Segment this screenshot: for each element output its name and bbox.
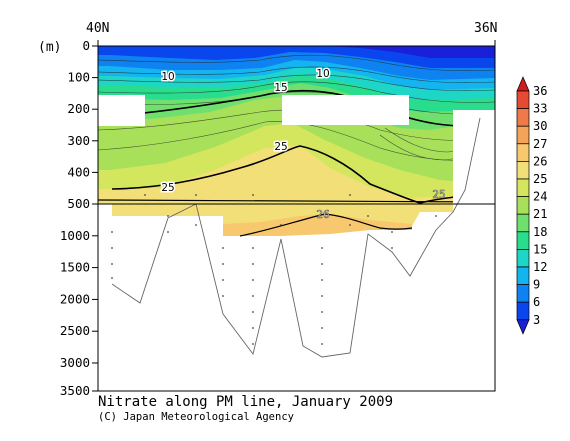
x-tick-label-right: 36N: [474, 21, 497, 36]
y-axis: 0 100 200 300 400 500 1000 1500 2000 2500 3000 3500: [60, 38, 98, 398]
colorbar-label: 30: [533, 119, 547, 133]
colorbar-segment: [516, 90, 530, 109]
colorbar-segment: [516, 301, 530, 321]
plot-frame: [97, 45, 496, 392]
colorbar-label: 12: [533, 260, 547, 274]
colorbar-segment: [516, 196, 530, 215]
contour-label-7: 26: [316, 209, 330, 221]
contour-label-1: 10: [161, 71, 174, 83]
colorbar-label: 6: [533, 295, 540, 309]
colorbar-segment: [516, 213, 530, 233]
bottom-topography: [111, 117, 481, 358]
colorbar-label: 21: [533, 207, 547, 221]
colorbar-label: 15: [533, 242, 547, 256]
chart-title: Nitrate along PM line, January 2009: [98, 394, 394, 410]
contour-label-6: 25: [432, 189, 445, 201]
colorbar-segment: [516, 231, 530, 250]
y-axis-label: (m): [38, 40, 61, 55]
colorbar-label: 18: [533, 225, 547, 239]
x-tick-label-left: 40N: [86, 21, 109, 36]
colorbar-segment: [516, 161, 530, 180]
y-tick-label: 2000: [60, 291, 90, 306]
contour-label-2: 10: [316, 68, 329, 80]
contour-labels: 10 10 15 25 25 25 26: [160, 67, 446, 222]
y-tick-label: 0: [82, 38, 90, 53]
y-tick-label: 2500: [60, 323, 90, 338]
y-tick-label: 1000: [60, 228, 90, 243]
contour-label-5: 25: [161, 182, 174, 194]
y-tick-label: 3000: [60, 355, 90, 370]
colorbar-top-arrow: [516, 76, 530, 92]
colorbar-bottom-arrow: [516, 319, 530, 335]
colorbar-segment: [516, 108, 530, 127]
upper-contour-field: [98, 46, 495, 204]
colorbar-segment: [516, 143, 530, 162]
lower-contour-field: [98, 117, 481, 358]
y-tick-label: 3500: [60, 383, 90, 398]
colorbar-label: 36: [533, 84, 547, 98]
colorbar-label: 27: [533, 137, 547, 151]
colorbar-label: 3: [533, 313, 540, 327]
y-tick-label: 300: [67, 133, 90, 148]
colorbar-label: 33: [533, 102, 547, 116]
colorbar-segment: [516, 284, 530, 303]
colorbar-segment: [516, 125, 530, 145]
y-tick-label: 1500: [60, 260, 90, 275]
colorbar-segment: [516, 249, 530, 268]
y-tick-label: 100: [67, 70, 90, 85]
y-tick-label: 500: [67, 196, 90, 211]
colorbar-label: 26: [533, 154, 547, 168]
y-tick-label: 400: [67, 164, 90, 179]
contour-label-3: 15: [274, 82, 287, 94]
colorbar-segment: [516, 178, 530, 197]
colorbar-segment: [516, 266, 530, 285]
y-tick-label: 200: [67, 101, 90, 116]
contour-label-4: 25: [274, 141, 287, 153]
colorbar-label: 24: [533, 190, 547, 204]
colorbar-label: 9: [533, 278, 540, 292]
colorbar-label: 25: [533, 172, 547, 186]
chart-credit: (C) Japan Meteorological Agency: [98, 411, 294, 423]
